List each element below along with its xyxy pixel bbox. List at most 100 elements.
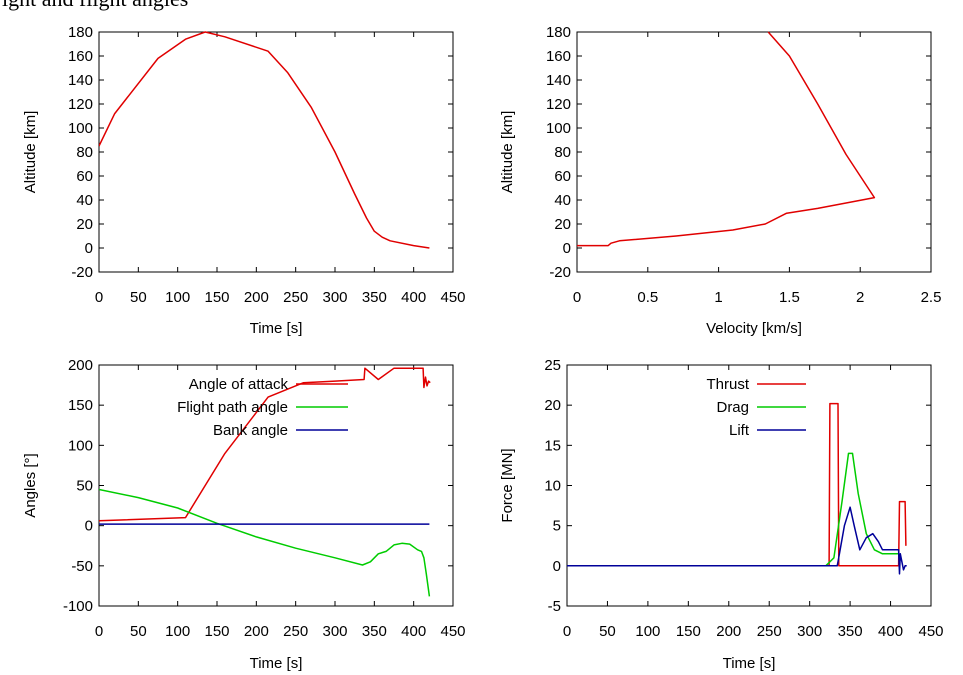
x-tick-label: 450: [440, 623, 465, 640]
legend-label: Lift: [729, 422, 750, 439]
x-tick-label: 200: [244, 623, 269, 640]
x-tick-label: 300: [322, 289, 347, 306]
y-tick-label: 140: [68, 72, 93, 89]
legend-label: Thrust: [706, 376, 749, 393]
y-tick-label: 20: [544, 397, 561, 414]
chart-panel-3: -100 -50 0 50 100 150 200 0 50 100 150 200 250 300 350…: [22, 357, 466, 672]
y-tick-label: 0: [563, 240, 571, 257]
y-tick-label: 20: [554, 216, 571, 233]
x-tick-label: 350: [838, 623, 863, 640]
y-tick-label: 160: [68, 48, 93, 65]
y-tick-label: 0: [85, 240, 93, 257]
x-axis-label: Velocity [km/s]: [706, 320, 802, 337]
y-tick-label: 40: [554, 192, 571, 209]
x-tick-label: 0: [573, 289, 581, 306]
y-tick-label: 60: [76, 168, 93, 185]
figure-caption: ight and flight angles: [2, 0, 188, 12]
series-line-lift: [567, 506, 907, 575]
x-tick-label: 0: [563, 623, 571, 640]
x-tick-label: 100: [635, 623, 660, 640]
x-tick-label: 0: [95, 289, 103, 306]
y-tick-label: 100: [68, 120, 93, 137]
y-axis-label: Altitude [km]: [499, 111, 516, 194]
y-tick-label: 0: [553, 558, 561, 575]
series-line-trajectory: [577, 31, 876, 247]
y-tick-label: 80: [76, 144, 93, 161]
x-tick-label: 350: [362, 289, 387, 306]
y-tick-label: 25: [544, 357, 561, 374]
x-tick-label: 200: [244, 289, 269, 306]
legend-label: Flight path angle: [177, 399, 288, 416]
x-tick-label: 50: [130, 623, 147, 640]
y-axis-label: Force [MN]: [499, 448, 516, 522]
series-line-drag: [567, 452, 899, 567]
y-axis-label: Altitude [km]: [22, 111, 39, 194]
y-tick-label: 15: [544, 437, 561, 454]
y-tick-label: 160: [546, 48, 571, 65]
series-line-thrust: [567, 402, 907, 567]
y-tick-label: 150: [68, 397, 93, 414]
plot-frame: [566, 364, 932, 607]
legend-label: Drag: [716, 399, 749, 416]
x-tick-label: 250: [757, 623, 782, 640]
x-tick-label: 300: [322, 623, 347, 640]
y-tick-label: -20: [71, 264, 93, 281]
x-axis-label: Time [s]: [250, 655, 303, 672]
y-tick-label: 80: [554, 144, 571, 161]
x-tick-label: 50: [599, 623, 616, 640]
plot-frame: [576, 31, 932, 273]
x-tick-label: 1: [714, 289, 722, 306]
y-tick-label: 100: [546, 120, 571, 137]
y-tick-label: -50: [71, 558, 93, 575]
y-tick-label: -5: [548, 598, 561, 615]
y-tick-label: 120: [546, 96, 571, 113]
x-tick-label: 200: [716, 623, 741, 640]
x-tick-label: 2.5: [921, 289, 942, 306]
series-line-altitude: [99, 31, 430, 249]
series-line-flight-path-angle: [99, 488, 431, 597]
y-tick-label: 200: [68, 357, 93, 374]
x-tick-label: 1.5: [779, 289, 800, 306]
y-tick-label: 40: [76, 192, 93, 209]
x-tick-label: 250: [283, 623, 308, 640]
y-tick-label: 120: [68, 96, 93, 113]
x-tick-label: 150: [204, 289, 229, 306]
y-tick-label: 10: [544, 478, 561, 495]
y-tick-label: 180: [546, 24, 571, 41]
x-tick-label: 400: [878, 623, 903, 640]
legend-label: Bank angle: [213, 422, 288, 439]
x-tick-label: 350: [362, 623, 387, 640]
x-tick-label: 450: [918, 623, 943, 640]
y-tick-label: 140: [546, 72, 571, 89]
y-tick-label: 50: [76, 478, 93, 495]
legend-label: Angle of attack: [189, 376, 289, 393]
x-tick-label: 150: [676, 623, 701, 640]
x-tick-label: 100: [165, 289, 190, 306]
y-tick-label: 60: [554, 168, 571, 185]
y-tick-label: 100: [68, 437, 93, 454]
y-tick-label: 180: [68, 24, 93, 41]
x-tick-label: 450: [440, 289, 465, 306]
x-tick-label: 0: [95, 623, 103, 640]
y-tick-label: -100: [63, 598, 93, 615]
x-tick-label: 150: [204, 623, 229, 640]
x-tick-label: 300: [797, 623, 822, 640]
plot-frame: [98, 31, 454, 273]
x-tick-label: 50: [130, 289, 147, 306]
series-line-angle-of-attack: [99, 367, 431, 522]
y-tick-label: 0: [85, 518, 93, 535]
y-tick-label: -20: [549, 264, 571, 281]
x-tick-label: 2: [856, 289, 864, 306]
x-tick-label: 100: [165, 623, 190, 640]
x-tick-label: 400: [401, 623, 426, 640]
x-tick-label: 250: [283, 289, 308, 306]
x-tick-label: 400: [401, 289, 426, 306]
y-tick-label: 5: [553, 518, 561, 535]
y-axis-label: Angles [°]: [22, 453, 39, 517]
y-tick-label: 20: [76, 216, 93, 233]
x-axis-label: Time [s]: [723, 655, 776, 672]
